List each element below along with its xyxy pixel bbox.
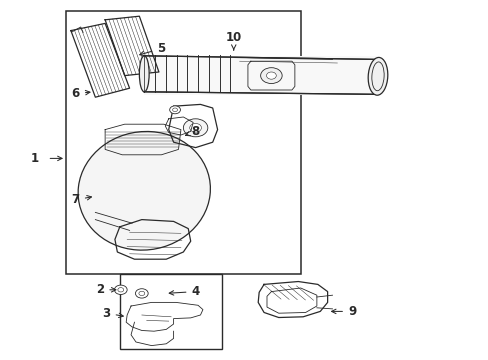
Text: 7: 7 — [72, 193, 91, 206]
Bar — [120, 274, 222, 349]
Text: 5: 5 — [140, 42, 165, 56]
Text: 2: 2 — [96, 283, 116, 296]
Circle shape — [135, 289, 148, 298]
Circle shape — [114, 285, 127, 294]
Bar — [144, 56, 376, 95]
Text: 10: 10 — [225, 31, 242, 50]
Text: 9: 9 — [331, 305, 355, 318]
Circle shape — [139, 291, 144, 296]
Text: 8: 8 — [185, 125, 199, 138]
Ellipse shape — [139, 56, 149, 92]
Text: 4: 4 — [169, 285, 199, 298]
Text: 3: 3 — [102, 307, 123, 320]
Circle shape — [266, 72, 276, 79]
Text: 6: 6 — [72, 87, 90, 100]
Circle shape — [172, 108, 177, 112]
Ellipse shape — [78, 131, 210, 250]
Circle shape — [189, 123, 201, 132]
Circle shape — [183, 119, 207, 137]
Circle shape — [260, 68, 282, 84]
Ellipse shape — [367, 58, 387, 95]
Circle shape — [169, 106, 180, 114]
Circle shape — [118, 288, 123, 292]
Bar — [66, 11, 300, 274]
Text: 1: 1 — [31, 152, 39, 165]
Ellipse shape — [371, 62, 384, 91]
